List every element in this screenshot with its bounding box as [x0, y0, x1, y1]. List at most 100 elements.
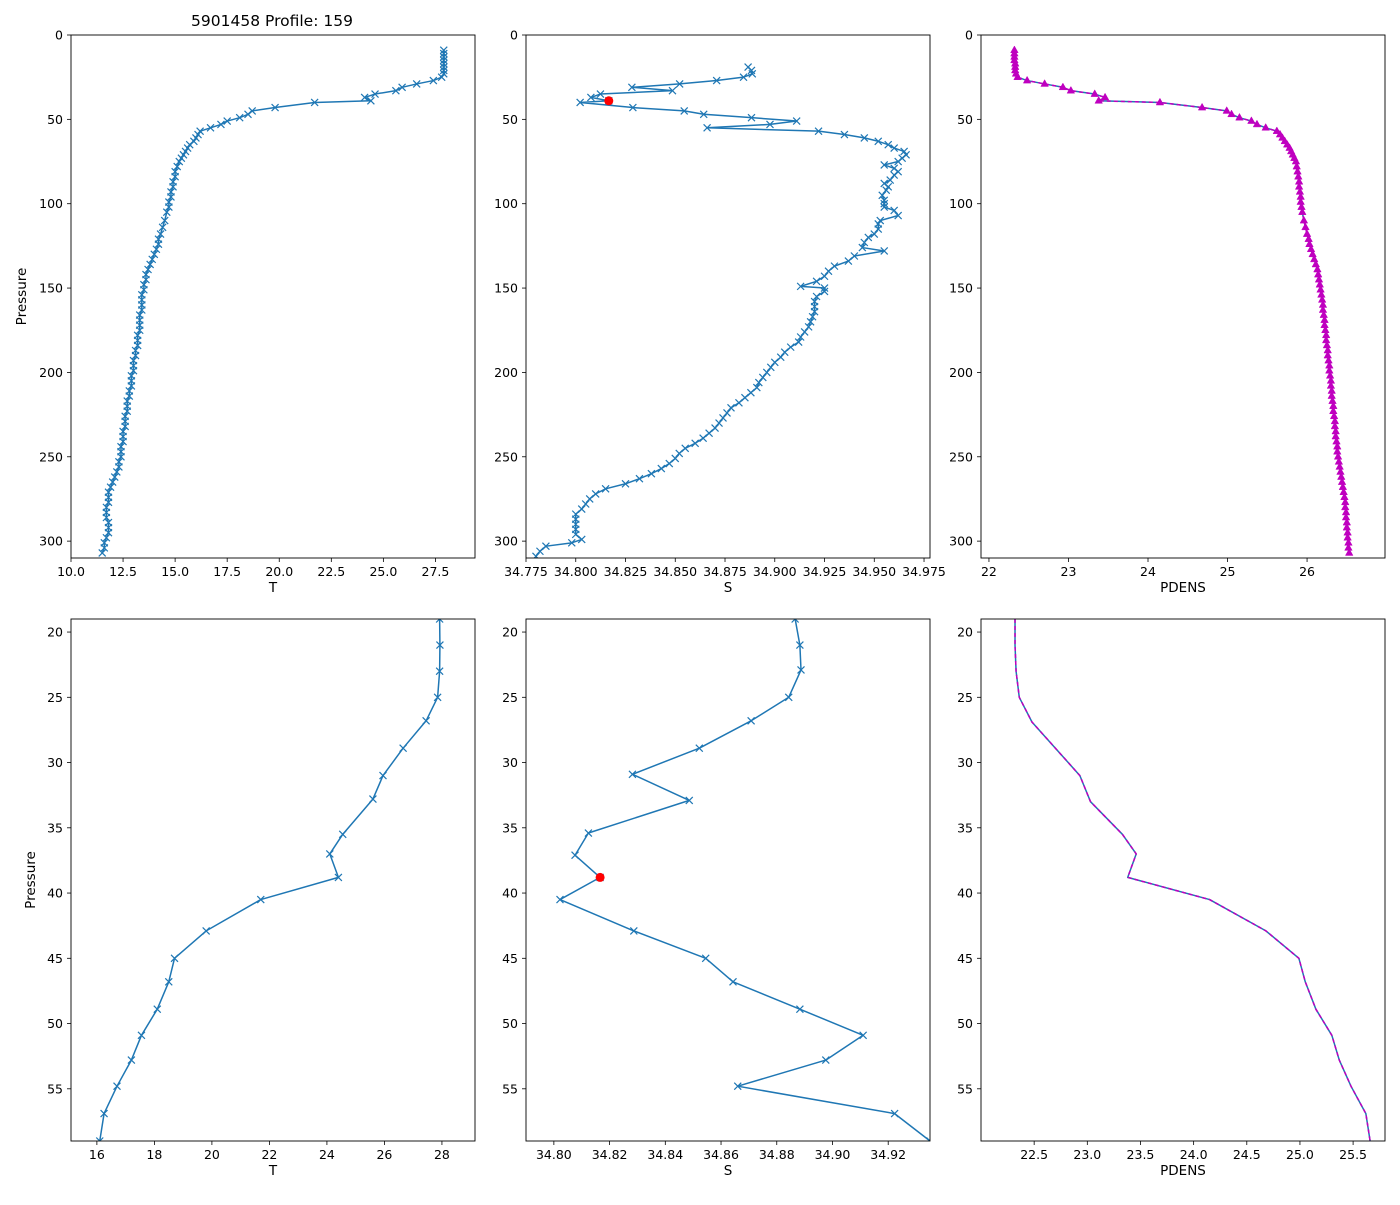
top-salinity-data-point: [880, 196, 889, 205]
top-salinity-data-point: [890, 144, 899, 152]
top-temperature-ytick-label: 300: [39, 534, 63, 549]
bottom-temperature-data-point: [202, 926, 211, 935]
bottom-salinity-data-point: [797, 665, 805, 674]
top-salinity-data-point: [536, 547, 544, 556]
bottom-pdens-ytick-label: 40: [957, 886, 973, 901]
top-temperature-data-point: [129, 366, 138, 375]
top-temperature-data-point: [437, 73, 446, 82]
bottom-temperature-data-point: [113, 1082, 121, 1091]
top-salinity-ytick-label: 150: [494, 281, 518, 296]
top-salinity-data-point: [712, 76, 721, 85]
bottom-pdens-xtick-label: 24.5: [1233, 1147, 1261, 1162]
bottom-temperature-axes-frame: [70, 618, 476, 1142]
bottom-temperature-data-point: [164, 977, 173, 986]
bottom-temperature-data-point: [153, 1005, 162, 1014]
top-salinity-data-point: [681, 444, 690, 453]
top-salinity-data-point: [806, 317, 815, 326]
top-salinity-data-point: [703, 123, 712, 132]
bottom-pdens-ytick-label: 35: [957, 820, 973, 835]
top-temperature-data-point: [173, 162, 182, 171]
top-temperature-ytick-label: 150: [39, 281, 63, 296]
bottom-salinity-data-point: [733, 1082, 742, 1091]
top-salinity-data-point: [844, 257, 853, 265]
top-salinity-data-point: [886, 176, 895, 185]
bottom-temperature-data-point: [170, 954, 179, 963]
top-temperature-data-point: [117, 452, 125, 461]
bottom-pdens-ytick-label: 55: [957, 1081, 973, 1096]
top-salinity-data-point: [786, 343, 795, 352]
top-pdens-data-point: [1155, 97, 1165, 106]
bottom-temperature-data-point: [368, 795, 377, 804]
bottom-salinity-ytick-label: 55: [502, 1081, 518, 1096]
top-pdens-data-point: [1345, 548, 1354, 556]
top-temperature-data-point: [175, 157, 184, 166]
bottom-temperature-ytick-label: 25: [47, 690, 63, 705]
top-salinity-xtick-label: 34.850: [653, 564, 697, 579]
top-pdens-data-point: [1066, 85, 1076, 94]
top-salinity-data-point: [581, 500, 590, 508]
top-pdens-data-point: [1247, 116, 1256, 124]
top-salinity-data-point: [675, 449, 684, 458]
top-temperature-data-point: [366, 96, 375, 105]
bottom-pdens-xtick-label: 23.0: [1073, 1147, 1101, 1162]
top-salinity-data-point: [647, 469, 656, 478]
top-pdens-ytick-label: 150: [949, 281, 973, 296]
bottom-temperature-data-point: [338, 830, 347, 839]
top-temperature-xtick-label: 20.0: [265, 564, 293, 579]
top-salinity-data-point: [792, 117, 801, 125]
bottom-temperature-data-point: [433, 693, 442, 702]
top-salinity-axes-frame: [525, 34, 931, 559]
top-temperature-axes-frame: [70, 34, 476, 559]
bottom-temperature-data-point: [435, 619, 444, 623]
top-salinity-data-point: [719, 414, 727, 422]
bottom-temperature-ytick-label: 35: [47, 820, 63, 835]
bottom-temperature-data-point: [435, 667, 444, 676]
top-temperature-data-point: [125, 392, 134, 400]
top-salinity-data-point: [571, 530, 580, 539]
top-temperature-data-point: [148, 255, 157, 264]
top-temperature-ylabel: Pressure: [14, 268, 30, 326]
bottom-pdens-axes-frame: [980, 618, 1386, 1142]
bottom-salinity-panel: 34.80 34.82 34.84 34.86 34.88 34.90 34.92 20 25 3…: [502, 618, 931, 1179]
top-pdens-ytick-label: 300: [949, 534, 973, 549]
top-temperature-data-point: [152, 245, 161, 254]
top-temperature-data-point: [439, 53, 448, 61]
top-salinity-data-point: [705, 429, 714, 438]
top-temperature-panel: 10.0 12.5 15.0 17.5 20.0 22.5 25.0 27.5 0 50 100 15…: [14, 28, 476, 596]
top-pdens-data-point: [1022, 75, 1032, 84]
top-salinity-data-point: [699, 110, 708, 119]
top-temperature-data-point: [439, 46, 448, 55]
top-temperature-data-point: [217, 120, 225, 129]
top-salinity-data-point: [752, 383, 761, 392]
top-temperature-data-point: [146, 260, 155, 269]
top-salinity-data-point: [820, 287, 829, 296]
top-pdens-xtick-label: 26: [1299, 564, 1315, 579]
top-salinity-data-point: [882, 186, 891, 195]
bottom-salinity-data: [556, 619, 930, 1141]
top-salinity-data-point: [723, 408, 731, 417]
bottom-temperature-data-point: [137, 1031, 146, 1040]
top-salinity-data-point: [766, 120, 774, 129]
top-pdens-data-point: [1301, 222, 1310, 231]
bottom-temperature-ytick-label: 45: [47, 951, 63, 966]
bottom-salinity-xtick-label: 34.80: [536, 1147, 572, 1162]
bottom-salinity-ytick-label: 25: [502, 690, 518, 705]
top-salinity-data-point: [657, 464, 666, 473]
bottom-temperature-data-point: [422, 716, 431, 725]
top-salinity-xtick-label: 34.800: [554, 564, 598, 579]
top-salinity-data-point: [699, 434, 708, 443]
top-temperature-xtick-label: 27.5: [422, 564, 450, 579]
top-salinity-data-point: [850, 252, 859, 260]
top-temperature-data-point: [135, 326, 144, 335]
top-salinity-data-point: [621, 479, 630, 488]
top-salinity-data-point: [880, 203, 889, 212]
top-salinity-data-point: [740, 393, 749, 402]
top-salinity-data-point: [894, 211, 903, 220]
top-salinity-data-point: [800, 328, 809, 336]
bottom-temperature-ytick-label: 20: [47, 625, 63, 640]
bottom-pdens-ytick-label: 50: [957, 1016, 973, 1031]
bottom-pdens-series-line-overlay: [1014, 619, 1371, 1141]
bottom-pdens-panel: 22.5 23.0 23.5 24.0 24.5 25.0 25.5 20 25 30 35 40 45…: [957, 618, 1386, 1179]
top-salinity-data-point: [796, 333, 805, 341]
bottom-temperature-data-point: [379, 771, 387, 780]
